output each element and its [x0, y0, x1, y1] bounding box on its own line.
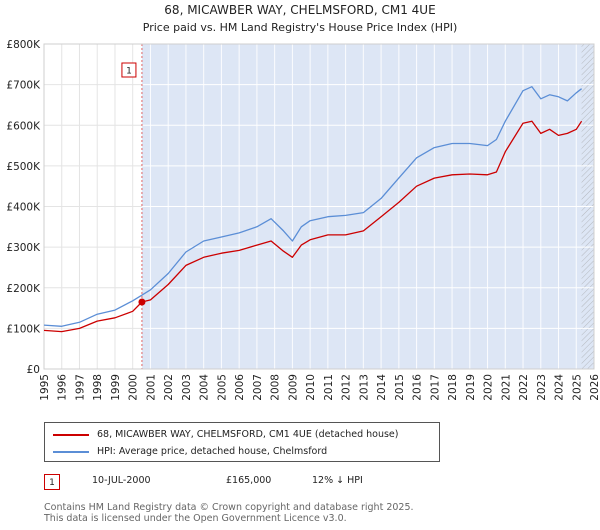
x-tick-label: 2012 [341, 374, 353, 401]
y-tick-label: £500K [6, 161, 41, 173]
x-tick-label: 2026 [589, 374, 600, 401]
x-tick-label: 2013 [358, 374, 370, 401]
hpi-series-line [43, 86, 582, 327]
x-tick-label: 2025 [571, 374, 583, 401]
x-tick-label: 2022 [518, 374, 530, 401]
sale-date: 10-JUL-2000 [92, 475, 151, 486]
y-tick-label: £100K [6, 323, 41, 335]
legend-item-property: 68, MICAWBER WAY, CHELMSFORD, CM1 4UE (d… [53, 428, 398, 442]
x-tick-label: 2000 [128, 374, 140, 401]
x-tick-label: 1997 [74, 374, 86, 401]
footer-line-1: Contains HM Land Registry data © Crown c… [44, 502, 414, 513]
y-tick-label: £600K [6, 120, 41, 132]
x-tick-label: 2007 [252, 374, 264, 401]
annotation-badge-box [121, 62, 137, 78]
y-tick-label: £0 [27, 364, 40, 376]
x-tick-label: 2011 [323, 374, 335, 401]
legend-item-hpi: HPI: Average price, detached house, Chel… [53, 445, 327, 459]
chart-legend: 68, MICAWBER WAY, CHELMSFORD, CM1 4UE (d… [44, 422, 440, 462]
x-tick-label: 2001 [145, 374, 157, 401]
x-tick-label: 1999 [110, 374, 122, 401]
sale-hpi-comparison: 12% ↓ HPI [312, 475, 363, 486]
annotation-badge-label: 1 [126, 67, 132, 77]
x-tick-label: 2003 [181, 374, 193, 401]
x-tick-label: 2014 [376, 374, 388, 401]
y-tick-label: £700K [6, 80, 41, 92]
x-tick-label: 1998 [92, 374, 104, 401]
x-tick-label: 2008 [270, 374, 282, 401]
sale-marker-badge: 1 [44, 474, 60, 490]
x-tick-label: 2020 [483, 374, 495, 401]
x-tick-label: 2018 [447, 374, 459, 401]
footer-line-2: This data is licensed under the Open Gov… [44, 513, 347, 524]
x-tick-label: 2019 [465, 374, 477, 401]
y-tick-label: £400K [6, 202, 41, 214]
sale-price: £165,000 [226, 475, 272, 486]
x-tick-label: 2023 [536, 374, 548, 401]
y-tick-label: £200K [6, 283, 41, 295]
x-tick-label: 2024 [554, 374, 566, 401]
legend-swatch-property [53, 433, 89, 436]
sale-point [138, 298, 146, 306]
x-tick-label: 1995 [39, 374, 51, 401]
x-tick-label: 2015 [394, 374, 406, 401]
y-tick-label: £800K [6, 39, 41, 51]
x-tick-label: 2005 [216, 374, 228, 401]
x-tick-label: 2010 [305, 374, 317, 401]
chart-subtitle: Price paid vs. HM Land Registry's House … [143, 21, 458, 34]
x-tick-label: 1996 [57, 374, 69, 401]
footer-attribution: Contains HM Land Registry data © Crown c… [44, 502, 414, 524]
legend-label-hpi: HPI: Average price, detached house, Chel… [97, 446, 328, 457]
plot-frame [43, 43, 595, 370]
legend-swatch-hpi [53, 450, 89, 453]
legend-label-property: 68, MICAWBER WAY, CHELMSFORD, CM1 4UE (d… [97, 429, 399, 440]
x-tick-label: 2017 [429, 374, 441, 401]
x-tick-label: 2016 [412, 374, 424, 401]
x-tick-label: 2009 [287, 374, 299, 401]
x-tick-label: 2006 [234, 374, 246, 401]
price-chart: 68, MICAWBER WAY, CHELMSFORD, CM1 4UE Pr… [6, 3, 600, 401]
y-tick-label: £300K [6, 242, 41, 254]
x-tick-label: 2002 [163, 374, 175, 401]
x-tick-label: 2021 [500, 374, 512, 401]
chart-title: 68, MICAWBER WAY, CHELMSFORD, CM1 4UE [164, 3, 435, 17]
x-tick-label: 2004 [199, 374, 211, 401]
